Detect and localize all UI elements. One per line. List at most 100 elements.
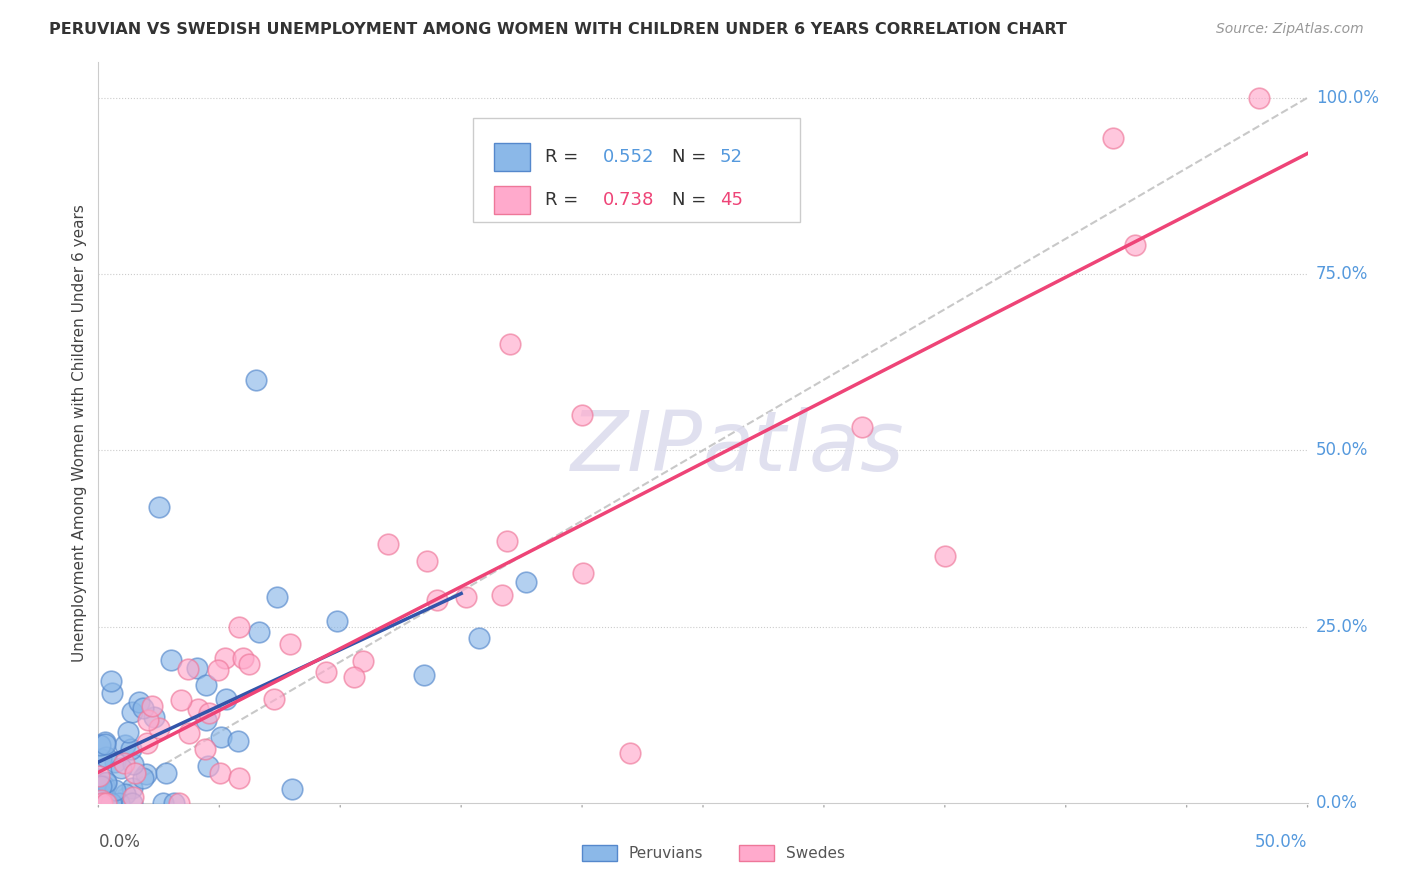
Point [197,759,219,773]
Bar [740,845,773,862]
Text: 0.0%: 0.0% [98,833,141,851]
Point [207,664,229,678]
Point [100,796,122,810]
Point [571,408,593,422]
Text: N =: N = [672,191,711,209]
Point [136,736,159,750]
Point [266,591,288,605]
Point [496,534,519,549]
Text: 45: 45 [720,191,742,209]
Point [186,661,208,675]
Point [325,614,347,628]
Point [263,691,285,706]
Point [209,731,232,745]
Point [377,537,399,551]
Text: N =: N = [672,148,711,166]
Point [143,709,166,723]
Point [619,747,641,761]
Point [416,554,439,568]
Point [114,738,136,752]
Point [132,700,155,714]
Point [152,796,174,810]
Point [851,420,873,434]
Point [214,692,236,706]
Point [94,750,117,764]
Point [104,783,127,797]
Text: Peruvians: Peruvians [628,846,703,861]
Point [238,657,260,671]
Point [343,670,366,684]
Point [228,771,250,785]
Point [96,775,118,789]
Point [177,662,200,676]
Text: Source: ZipAtlas.com: Source: ZipAtlas.com [1216,22,1364,37]
Point [571,566,593,581]
Point [93,779,115,793]
Point [228,620,250,634]
Text: atlas: atlas [703,407,904,488]
Y-axis label: Unemployment Among Women with Children Under 6 years: Unemployment Among Women with Children U… [72,203,87,662]
Text: 0.0%: 0.0% [1316,794,1358,812]
Point [114,788,136,802]
Text: R =: R = [544,191,583,209]
Text: 52: 52 [720,148,742,166]
Point [94,776,117,790]
Point [515,574,537,589]
Point [278,637,301,651]
Point [87,769,110,783]
Point [121,705,143,719]
Text: Swedes: Swedes [786,846,845,861]
Point [228,734,250,748]
Point [90,793,112,807]
Point [121,790,143,805]
Point [110,761,132,775]
Text: 25.0%: 25.0% [1316,617,1368,635]
Point [90,779,112,793]
Point [245,373,267,387]
Point [148,500,170,514]
Point [232,651,254,665]
Point [100,686,122,700]
Point [934,549,956,563]
Point [454,590,477,604]
Point [89,789,111,803]
Point [198,706,221,720]
Text: R =: R = [544,148,583,166]
Point [100,674,122,689]
Point [209,765,232,780]
Text: 100.0%: 100.0% [1316,88,1379,107]
Point [124,765,146,780]
Text: PERUVIAN VS SWEDISH UNEMPLOYMENT AMONG WOMEN WITH CHILDREN UNDER 6 YEARS CORRELA: PERUVIAN VS SWEDISH UNEMPLOYMENT AMONG W… [49,22,1067,37]
Point [93,735,115,749]
Point [177,726,200,740]
Point [413,668,436,682]
Bar [582,845,617,862]
Point [93,789,115,803]
Point [128,695,150,709]
Point [315,665,337,679]
Point [163,796,186,810]
Point [155,766,177,780]
Point [169,796,191,810]
Point [96,796,118,810]
Point [121,796,143,810]
Text: 0.738: 0.738 [603,191,654,209]
Point [498,337,520,351]
Point [120,741,142,756]
Point [112,756,135,770]
Point [187,702,209,716]
Point [160,653,183,667]
Point [136,713,159,727]
Point [468,631,491,645]
Point [94,737,117,751]
Point [426,593,449,607]
Point [194,742,217,756]
Point [117,724,139,739]
Point [148,721,170,735]
Point [281,781,304,796]
Point [135,767,157,781]
Text: 50.0%: 50.0% [1316,442,1368,459]
Text: 75.0%: 75.0% [1316,265,1368,283]
Point [94,796,117,810]
Text: ZIP: ZIP [571,407,703,488]
